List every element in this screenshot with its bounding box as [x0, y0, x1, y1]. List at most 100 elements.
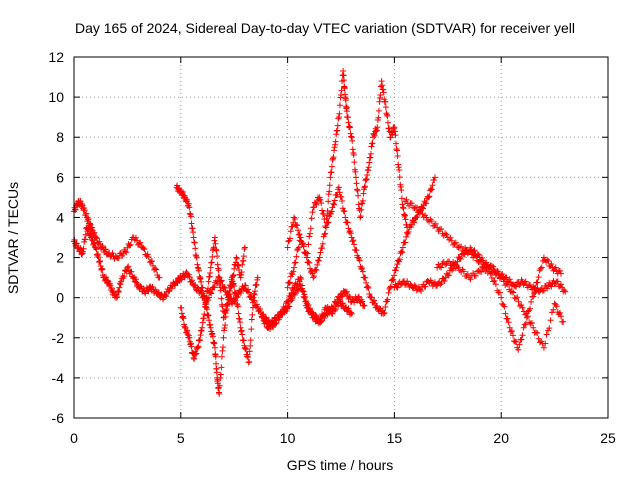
- data-point-interp: [328, 208, 335, 215]
- data-point-interp: [165, 288, 172, 295]
- data-point: [241, 344, 248, 351]
- data-point-interp: [107, 253, 114, 260]
- data-point-interp: [281, 305, 288, 312]
- data-point: [519, 304, 526, 311]
- data-point-interp: [423, 200, 430, 207]
- data-point: [284, 298, 291, 305]
- data-point-interp: [95, 251, 102, 258]
- data-point-interp: [145, 288, 152, 295]
- data-point-interp: [447, 234, 454, 241]
- data-point: [342, 214, 349, 221]
- data-point-interp: [324, 219, 331, 226]
- data-point-interp: [426, 193, 433, 200]
- data-point-interp: [194, 261, 201, 268]
- data-point: [380, 310, 387, 317]
- data-point-interp: [132, 234, 139, 241]
- data-point-interp: [197, 275, 204, 282]
- y-tick-label: 10: [48, 89, 64, 105]
- data-point-interp: [205, 285, 212, 292]
- data-point-interp: [189, 225, 196, 232]
- data-point: [431, 174, 438, 181]
- data-point: [455, 264, 462, 271]
- data-point-interp: [96, 238, 103, 245]
- data-point-interp: [307, 230, 314, 237]
- data-point: [506, 324, 513, 331]
- data-point-interp: [527, 320, 534, 327]
- data-point-interp: [451, 240, 458, 247]
- data-point-interp: [79, 201, 86, 208]
- data-point-interp: [397, 183, 404, 190]
- data-point-interp: [391, 128, 398, 135]
- data-point-interp: [381, 309, 388, 316]
- data-point-interp: [282, 305, 289, 312]
- data-point-interp: [253, 282, 260, 289]
- data-point-interp: [210, 339, 217, 346]
- data-point-interp: [363, 176, 370, 183]
- data-point-interp: [547, 317, 554, 324]
- data-point-interp: [291, 215, 298, 222]
- data-point-interp: [338, 92, 344, 99]
- data-point-interp: [247, 337, 254, 344]
- data-point-interp: [376, 98, 383, 105]
- data-point-interp: [306, 233, 313, 240]
- data-point-interp: [201, 311, 208, 318]
- data-point-interp: [218, 295, 225, 302]
- data-point-interp: [380, 86, 387, 93]
- data-point-interp: [318, 200, 325, 207]
- data-point-interp: [539, 287, 546, 294]
- data-point-interp: [389, 276, 396, 283]
- data-point-interp: [428, 218, 435, 225]
- data-point-interp: [346, 293, 353, 300]
- data-point-interp: [248, 326, 255, 333]
- data-point: [498, 294, 505, 301]
- data-point-interp: [217, 278, 224, 285]
- y-tick-label: 4: [56, 209, 64, 225]
- data-point-interp: [490, 263, 497, 270]
- data-point: [425, 194, 432, 201]
- data-point-interp: [437, 281, 444, 288]
- data-point-interp: [398, 187, 405, 194]
- data-point-interp: [359, 298, 366, 305]
- data-point-interp: [198, 278, 205, 285]
- data-point-interp: [126, 242, 133, 249]
- data-point: [530, 324, 537, 331]
- data-point-interp: [349, 137, 356, 144]
- data-point-interp: [293, 253, 300, 260]
- data-point: [113, 294, 120, 301]
- data-point-interp: [217, 287, 224, 294]
- data-point: [361, 184, 368, 191]
- data-point-interp: [213, 246, 220, 253]
- data-point: [199, 324, 206, 331]
- data-point-interp: [314, 261, 321, 268]
- data-point: [258, 314, 265, 321]
- data-point-interp: [317, 196, 324, 203]
- data-point-interp: [393, 283, 400, 290]
- data-point-interp: [371, 297, 378, 304]
- data-point-interp: [513, 283, 520, 290]
- data-point-interp: [408, 200, 415, 207]
- data-point-interp: [507, 328, 514, 335]
- x-tick-label: 0: [70, 430, 78, 446]
- data-point-interp: [188, 220, 195, 227]
- data-point-interp: [179, 314, 186, 321]
- data-point-interp: [132, 276, 139, 283]
- data-point-interp: [366, 291, 373, 298]
- data-point-interp: [213, 369, 220, 376]
- data-point-interp: [441, 277, 448, 284]
- data-point-interp: [505, 319, 512, 326]
- data-point-interp: [287, 292, 294, 299]
- data-point-interp: [233, 300, 240, 307]
- data-point-interp: [219, 347, 226, 354]
- data-point-interp: [535, 335, 542, 342]
- data-point-interp: [475, 251, 482, 258]
- data-point-interp: [468, 251, 475, 258]
- data-point-interp: [237, 319, 244, 326]
- data-point-interp: [163, 293, 170, 300]
- data-point-interp: [392, 267, 399, 274]
- data-point-interp: [330, 200, 337, 207]
- data-point-interp: [526, 319, 533, 326]
- data-point-interp: [396, 166, 403, 173]
- data-point-interp: [209, 253, 216, 260]
- y-tick-label: 6: [56, 169, 64, 185]
